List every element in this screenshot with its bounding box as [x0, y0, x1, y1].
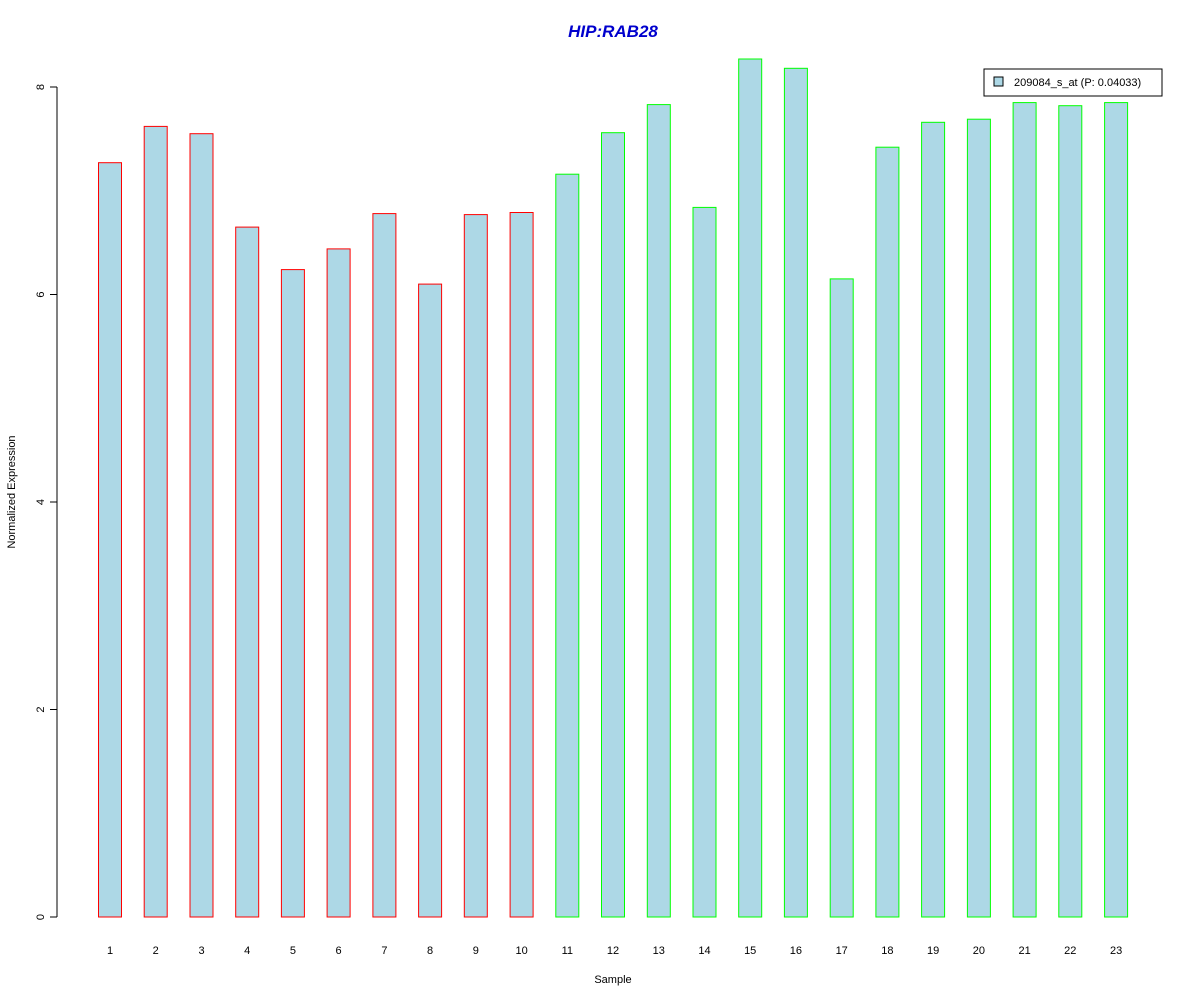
y-tick-label: 0: [35, 914, 47, 920]
x-tick-label: 21: [1018, 945, 1030, 957]
x-tick-labels: 1 2 3 4 5 6 7 8 9 10 11 12 13 14 15 16 17 18 19 20 21 22 23: [107, 945, 1122, 957]
x-tick-label: 22: [1064, 945, 1076, 957]
legend-label: 209084_s_at (P: 0.04033): [1014, 77, 1141, 89]
bar: [829, 278, 854, 918]
y-axis: 0 2 4 6 8: [35, 84, 58, 920]
y-tick-label: 4: [35, 499, 47, 505]
legend: 209084_s_at (P: 0.04033): [983, 68, 1163, 97]
bar: [921, 121, 946, 918]
bar: [189, 133, 214, 918]
x-tick-label: 7: [381, 945, 387, 957]
bar: [98, 162, 122, 918]
x-tick-label: 15: [744, 945, 756, 957]
bar: [783, 67, 808, 918]
bar: [1058, 105, 1083, 918]
bar: [738, 58, 763, 918]
bar: [1012, 102, 1037, 918]
y-axis-label: Normalized Expression: [6, 435, 18, 548]
x-axis-label: Sample: [594, 974, 631, 986]
legend-box: [983, 68, 1163, 97]
chart-title: HIP:RAB28: [568, 22, 658, 41]
bar: [555, 173, 580, 918]
bar: [463, 214, 488, 918]
y-tick-label: 8: [35, 84, 47, 90]
x-tick-label: 3: [198, 945, 204, 957]
bar: [326, 248, 351, 918]
bar: [692, 206, 717, 918]
x-tick-label: 14: [698, 945, 710, 957]
x-tick-label: 8: [427, 945, 433, 957]
x-tick-label: 20: [973, 945, 985, 957]
y-tick-label: 6: [35, 291, 47, 297]
x-tick-label: 19: [927, 945, 939, 957]
legend-swatch: [993, 76, 1004, 87]
x-tick-label: 9: [473, 945, 479, 957]
bar: [601, 132, 625, 918]
bar: [1104, 102, 1129, 918]
x-tick-label: 6: [336, 945, 342, 957]
x-tick-label: 2: [153, 945, 159, 957]
bar: [646, 104, 671, 918]
x-tick-label: 4: [244, 945, 250, 957]
bar: [966, 118, 991, 918]
bar: [875, 146, 900, 918]
bar: [372, 213, 397, 918]
y-tick-label: 2: [35, 706, 47, 712]
x-tick-label: 16: [790, 945, 802, 957]
bar: [418, 283, 443, 918]
x-tick-label: 12: [607, 945, 619, 957]
bar: [143, 125, 168, 918]
x-tick-label: 23: [1110, 945, 1122, 957]
x-tick-label: 17: [836, 945, 848, 957]
bars: [98, 58, 1129, 918]
x-tick-label: 10: [515, 945, 527, 957]
x-tick-label: 5: [290, 945, 296, 957]
x-tick-label: 1: [107, 945, 113, 957]
bar: [235, 226, 260, 918]
bar: [509, 212, 534, 918]
x-tick-label: 13: [653, 945, 665, 957]
x-tick-label: 11: [562, 945, 573, 957]
x-tick-label: 18: [881, 945, 893, 957]
bar: [280, 269, 305, 918]
